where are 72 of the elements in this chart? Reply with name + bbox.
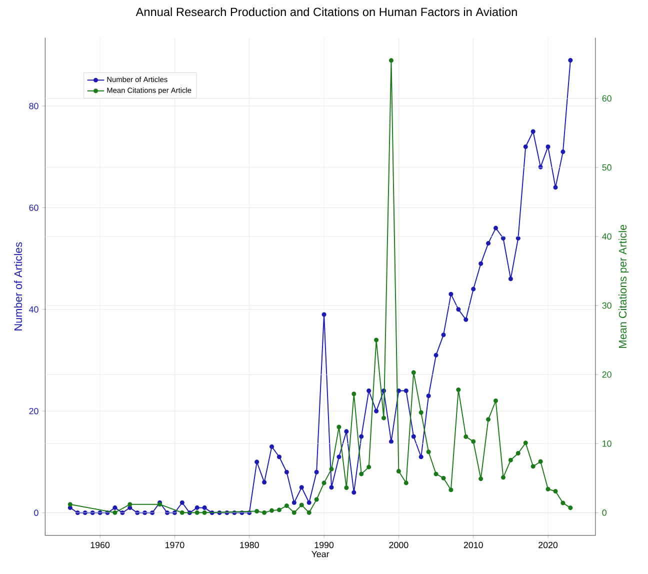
point (508, 458, 513, 462)
y2-tick-label: 50 (602, 164, 612, 171)
point (493, 398, 498, 404)
point (486, 417, 491, 422)
point (381, 416, 386, 420)
y-tick-label: 60 (29, 204, 38, 211)
point (306, 510, 312, 515)
y2-tick-label: 30 (602, 302, 612, 309)
point (523, 440, 528, 446)
x-tick-label: 2010 (464, 542, 483, 548)
point (434, 472, 438, 476)
point (374, 338, 379, 342)
point (560, 500, 566, 506)
x-tick-label: 2020 (538, 542, 558, 548)
point (388, 58, 394, 63)
point (344, 485, 349, 490)
y-tick-label: 0 (34, 510, 38, 516)
y2-tick-label: 60 (602, 95, 612, 102)
point (284, 503, 289, 508)
point (329, 466, 334, 472)
point (516, 450, 520, 456)
y2-axis-title: Mean Citations per Article (618, 224, 629, 348)
point (336, 424, 342, 430)
point (352, 392, 356, 396)
y-tick-label: 40 (29, 306, 38, 313)
point (500, 475, 506, 480)
point (411, 370, 416, 375)
point (396, 468, 401, 474)
x-tick-label: 2000 (389, 542, 408, 548)
point (269, 508, 274, 513)
point (194, 510, 200, 515)
point (441, 476, 446, 480)
y-tick-label: 80 (29, 102, 38, 110)
point (418, 410, 424, 415)
point (471, 439, 476, 444)
point (464, 434, 468, 439)
point (276, 508, 282, 512)
y2-tick-label: 0 (602, 509, 606, 516)
point (546, 486, 550, 492)
point (456, 387, 461, 392)
point (180, 510, 184, 515)
y-tick-label: 20 (29, 408, 38, 414)
x-tick-label: 1980 (240, 542, 259, 548)
y2-tick-label: 10 (602, 440, 612, 447)
y-axis-title: Number of Articles (14, 242, 22, 330)
point (262, 510, 267, 515)
x-tick-label: 1960 (90, 542, 110, 548)
point (538, 459, 543, 464)
point (568, 505, 573, 510)
point (292, 510, 296, 515)
point (299, 502, 304, 508)
x-axis-title: Year (312, 550, 330, 558)
point (314, 497, 319, 502)
point (404, 480, 408, 486)
point (254, 508, 260, 514)
point (426, 450, 431, 454)
point (553, 488, 558, 494)
x-tick-label: 1990 (314, 542, 334, 548)
point (359, 472, 364, 476)
point (68, 502, 72, 507)
y2-tick-label: 20 (602, 371, 612, 378)
point (112, 510, 118, 515)
point (128, 502, 132, 507)
point (322, 480, 326, 486)
x-tick-label: 1970 (165, 542, 184, 548)
point (448, 488, 454, 492)
point (530, 464, 536, 469)
point (202, 510, 207, 515)
point (478, 476, 484, 482)
chart-title: Annual Research Production and Citations on Human Factors in Aviation (136, 7, 517, 16)
point (366, 464, 372, 470)
y2-tick-label: 40 (602, 233, 612, 240)
